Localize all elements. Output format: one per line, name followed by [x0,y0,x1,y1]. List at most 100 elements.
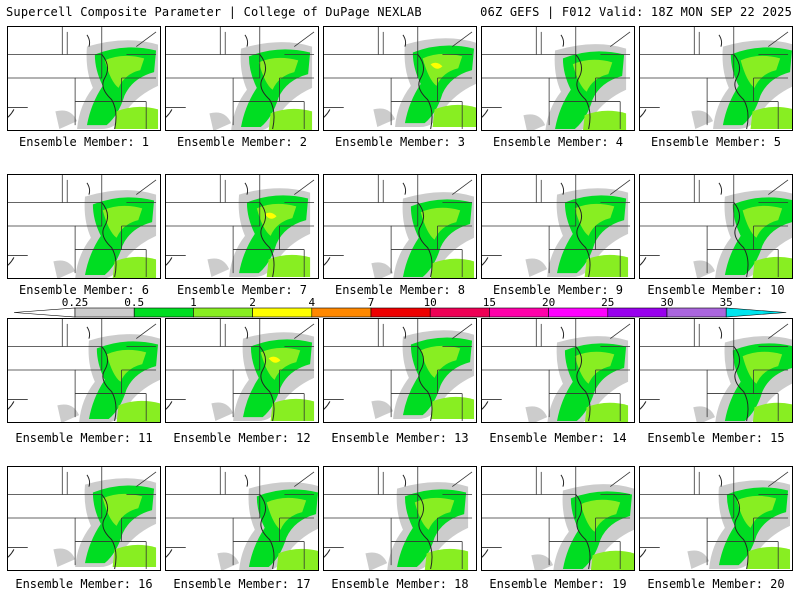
state-boundary [640,27,695,55]
scp-shade-south [430,258,475,278]
state-boundary [768,31,789,47]
state-boundary [75,346,103,371]
map-svg [640,319,792,422]
river-line [259,346,275,422]
colorbar-tick-label: 10 [423,296,437,309]
state-boundary [136,31,157,47]
scp-shade-high [574,351,615,384]
scp-shade-south [268,108,313,130]
scp-shade-west [209,112,232,130]
state-boundary [324,319,379,347]
map-svg [324,319,475,422]
map-svg [166,175,315,278]
ensemble-panel [323,174,477,279]
ensemble-member-label: Ensemble Member: 2 [176,135,308,149]
ensemble-member-label: Ensemble Member: 18 [331,577,469,591]
river-line [575,346,591,422]
state-boundary [136,323,157,339]
colorbar-tick-label: 25 [601,296,615,309]
scp-shade-high [106,349,147,382]
state-boundary [707,202,735,227]
state-boundary [294,179,315,195]
river-line [733,346,749,422]
scp-shade-south [752,402,792,422]
state-boundary [233,494,261,519]
ensemble-panel [639,174,793,279]
scp-shade-south [276,548,318,570]
page-title: Supercell Composite Parameter | College … [6,5,422,19]
ensemble-panel [639,466,793,571]
ensemble-panel [481,466,635,571]
state-boundary [482,319,537,347]
coastline [482,474,565,558]
state-boundary [482,467,537,495]
state-boundary [482,175,537,203]
state-boundary [391,494,419,519]
scp-shade-high [420,207,461,240]
colorbar-high-arrow [725,307,787,318]
coastline [482,326,565,410]
ensemble-member-label: Ensemble Member: 6 [18,283,150,297]
state-boundary [233,346,261,371]
ensemble-panel [639,26,793,131]
state-boundary [610,323,631,339]
coastline [640,474,723,558]
river-line [733,494,749,570]
ensemble-member-label: Ensemble Member: 8 [334,283,466,297]
ensemble-member-label: Ensemble Member: 7 [176,283,308,297]
river-line [101,202,117,278]
ensemble-member-label: Ensemble Member: 11 [15,431,153,445]
coastline [482,182,565,266]
state-boundary [166,319,221,347]
river-line [101,54,117,130]
map-svg [8,467,157,570]
scp-shade-high [256,203,297,236]
scp-shade-west [691,110,714,130]
ensemble-panel [165,26,319,131]
colorbar-tick-label: 15 [482,296,497,309]
state-boundary [8,175,63,203]
state-boundary [294,471,315,487]
colorbar-tick-label: 7 [367,296,375,309]
state-boundary [640,175,695,203]
scp-shade-high [420,345,461,378]
state-boundary [482,27,537,55]
map-svg [640,467,791,570]
scp-shade-west [687,550,710,570]
valid-time-label: 06Z GEFS | F012 Valid: 18Z MON SEP 22 20… [480,5,792,19]
river-line [259,494,275,570]
scp-shade-south [584,402,629,422]
scp-shade-south [114,106,159,130]
scp-shade-south [750,106,792,130]
coastline [640,34,723,118]
state-boundary [707,54,735,79]
ensemble-panel [481,174,635,279]
coastline [8,474,91,558]
scp-shade-west [523,114,546,130]
map-svg [8,27,159,130]
state-boundary [8,319,63,347]
map-svg [482,467,634,570]
colorbar-tick-label: 1 [190,296,197,309]
coastline [324,34,407,118]
state-boundary [610,31,631,47]
state-boundary [640,467,695,495]
state-boundary [75,202,103,227]
state-boundary [75,494,103,519]
colorbar-tick-label: 20 [541,296,556,309]
scp-shade-high [742,205,783,238]
state-boundary [452,323,473,339]
ensemble-member-label: Ensemble Member: 4 [492,135,624,149]
scp-shade-west [55,110,78,130]
colorbar-low-arrow [13,307,76,318]
state-boundary [610,471,631,487]
scp-shade-west [371,400,394,420]
colorbar-segment [607,307,668,318]
coastline [166,182,249,266]
state-boundary [640,319,695,347]
map-svg [166,319,315,422]
scp-shade-south [430,396,475,420]
state-boundary [452,179,473,195]
scp-shade-south [266,254,311,278]
state-boundary [768,323,789,339]
